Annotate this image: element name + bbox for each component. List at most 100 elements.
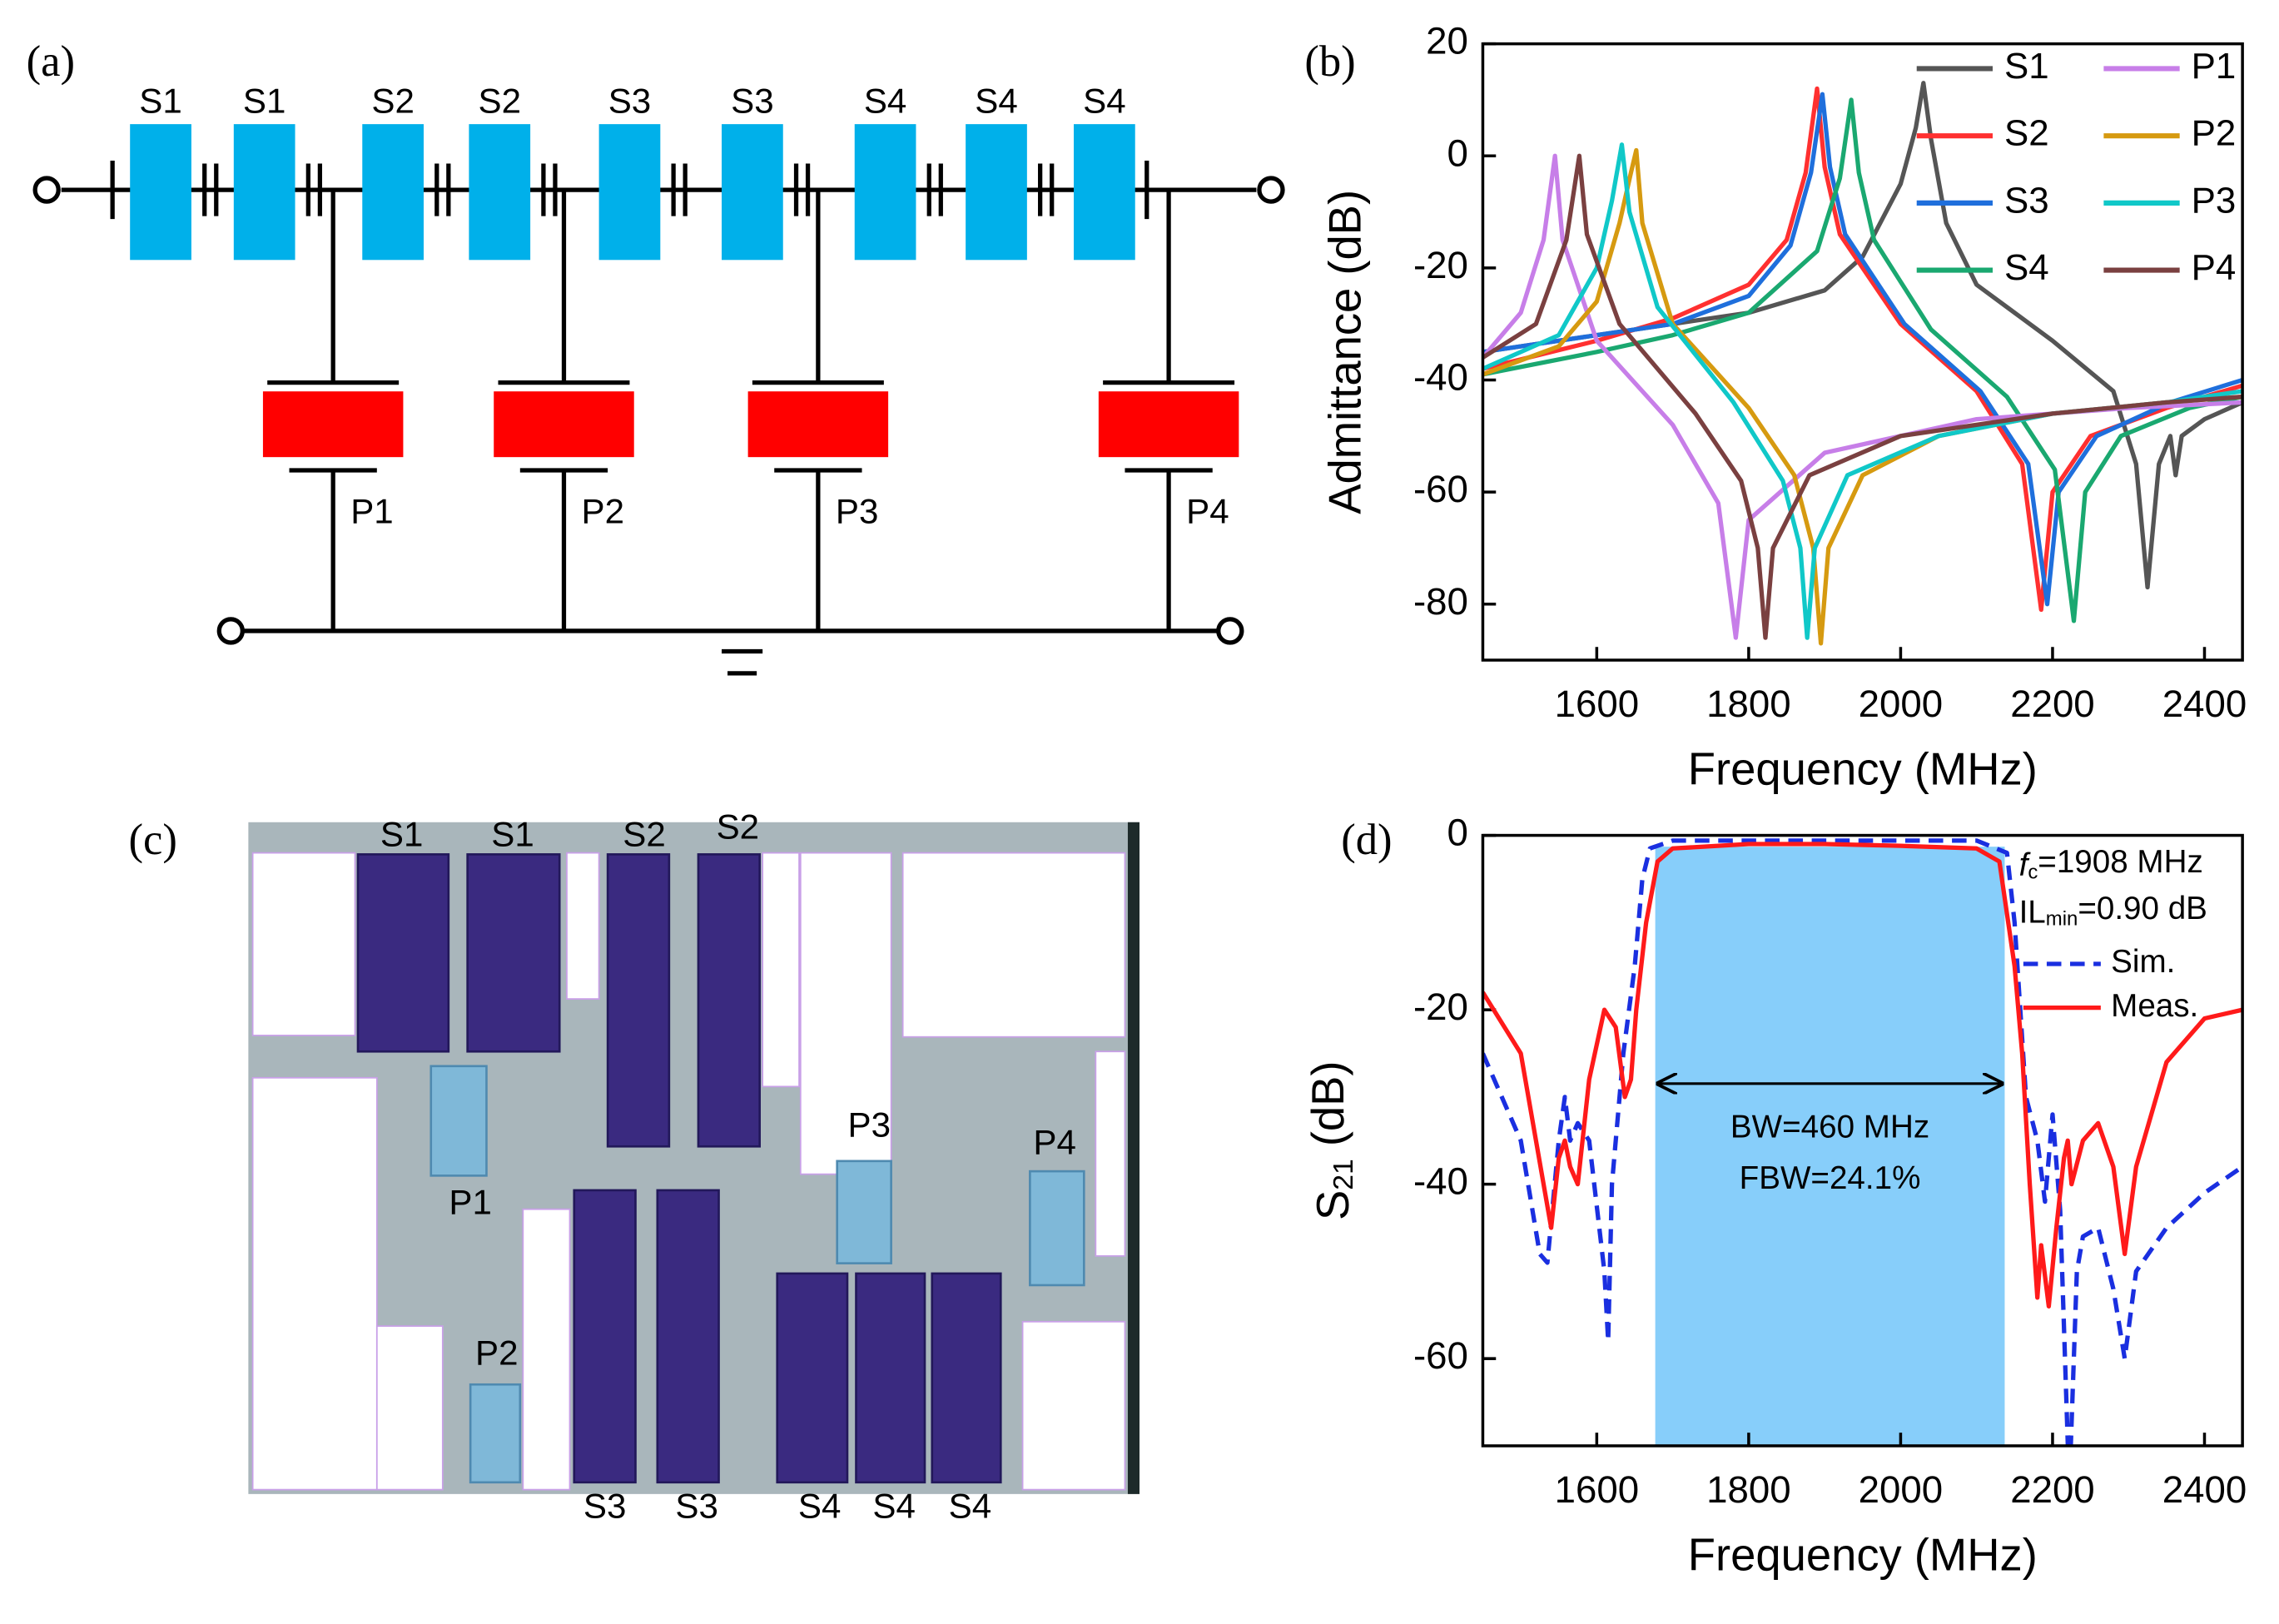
legend-label: P1 [2192,46,2237,87]
legend-label: S2 [2004,113,2049,154]
text-part: =0.90 dB [2078,891,2207,926]
text-part: min [2046,908,2078,931]
shunt-resonator [262,391,404,458]
panel-label: (a) [27,37,75,86]
text-part: S [1308,1190,1358,1220]
annotation: fc=1908 MHz [2019,844,2203,884]
y-axis-label: S21 (dB) [1303,1060,1359,1220]
resonator-label: S4 [975,82,1018,121]
x-tick-label: 1800 [1706,1468,1790,1511]
series-resonator [776,1272,849,1484]
shunt-resonator [429,1065,488,1177]
series-resonator [469,124,531,261]
panel-label: (b) [1304,37,1355,86]
photo-label: P2 [475,1333,519,1372]
photo-label: S2 [623,814,666,853]
pad [566,852,600,1000]
annotation: ILmin=0.90 dB [2019,891,2207,931]
series-resonator [362,124,424,261]
legend-label: S4 [2004,247,2049,288]
legend-label: P4 [2192,247,2237,288]
y-tick-label: -40 [1413,356,1468,399]
series-resonator [466,853,561,1053]
resonator-label: P4 [1186,492,1229,531]
pad [251,852,356,1036]
pad [375,1325,444,1491]
y-tick-label: 0 [1447,132,1468,174]
series-resonator [130,124,191,261]
resonator-label: S4 [1083,82,1126,121]
axes-frame [1481,42,2244,662]
shunt-resonator [747,391,889,458]
annotation: BW=460 MHz [1730,1109,1929,1145]
photo-label: S1 [380,814,424,853]
series-resonator [854,124,916,261]
photo-label: P3 [848,1105,891,1145]
photo-label: S4 [872,1487,916,1526]
series-line [1482,92,2243,607]
resonator-label: S3 [731,82,774,121]
terminal [1216,617,1244,645]
photo-label: P1 [449,1183,492,1222]
chip-edge [1127,822,1140,1494]
photo-label: P4 [1033,1123,1076,1162]
series-resonator [573,1189,637,1484]
pad [1021,1320,1126,1491]
series-resonator [606,853,671,1148]
x-axis-label: Frequency (MHz) [1688,744,2038,795]
y-tick-label: -20 [1413,986,1468,1028]
x-tick-label: 2400 [2162,683,2247,725]
plot-area [1482,838,2243,1446]
series-line [1482,842,2243,1309]
resonator-label: S4 [864,82,907,121]
y-tick-label: -60 [1413,1334,1468,1377]
pad [522,1208,571,1491]
photo-label: S4 [798,1487,842,1526]
x-tick-label: 2200 [2010,683,2094,725]
x-tick-label: 2200 [2010,1468,2094,1511]
legend-label: Meas. [2111,988,2198,1024]
x-tick-label: 1600 [1555,683,1639,725]
shunt-resonator [469,1383,522,1484]
y-tick-label: -20 [1413,244,1468,286]
photo-label: S1 [491,814,534,853]
series-resonator [722,124,783,261]
series-resonator [233,124,295,261]
series-line [1482,86,2243,613]
legend-label: S3 [2004,180,2049,221]
legend-label: Sim. [2111,944,2175,980]
photo-label: S3 [583,1487,627,1526]
series-resonator [855,1272,926,1484]
shunt-resonator [836,1160,892,1264]
x-axis-label: Frequency (MHz) [1688,1529,2038,1580]
photo-label: S2 [717,807,760,847]
terminal [32,176,61,204]
pad [251,1076,378,1491]
x-tick-label: 2400 [2162,1468,2247,1511]
terminal [1257,176,1285,204]
series-line [1482,838,2243,1446]
series-resonator [656,1189,720,1484]
panel-label: (c) [128,816,176,864]
x-tick-label: 1800 [1706,683,1790,725]
y-tick-label: -80 [1413,580,1468,623]
pad [799,852,892,1175]
text-part: 21 [1328,1159,1359,1190]
x-tick-label: 2000 [1859,683,1943,725]
passband [1655,847,2005,1446]
x-tick-label: 1600 [1555,1468,1639,1511]
y-tick-label: -60 [1413,468,1468,510]
resonator-label: S2 [478,82,521,121]
series-resonator [931,1272,1002,1484]
panel-label: (d) [1341,816,1392,864]
shunt-resonator [494,391,634,458]
pad [1095,1050,1126,1257]
resonator-label: S1 [139,82,182,121]
pad [901,852,1126,1038]
annotation: FBW=24.1% [1740,1160,1921,1196]
legend-label: P2 [2192,113,2237,154]
y-axis-label: Admittance (dB) [1319,190,1370,514]
plot-area [1482,81,2243,646]
series-resonator [966,124,1027,261]
circuit: S1 S1 S2 S2 S3 S3 S4 S4 S4 P1 P2 P3 P4 [32,82,1285,676]
